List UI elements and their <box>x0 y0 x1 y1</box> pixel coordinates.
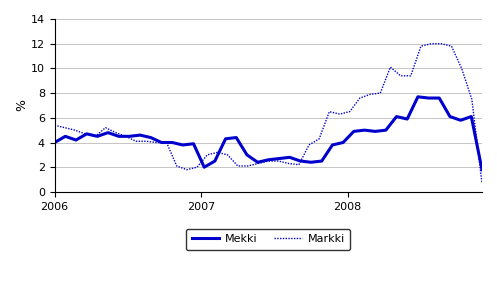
Mekki <box>52 141 58 144</box>
Mekki <box>308 160 314 164</box>
Mekki <box>436 96 442 100</box>
Markki <box>448 44 454 48</box>
Mekki <box>340 141 346 144</box>
Mekki <box>330 143 335 147</box>
Markki <box>316 137 322 141</box>
Mekki <box>212 159 218 163</box>
Markki <box>204 153 210 157</box>
Mekki <box>361 128 367 132</box>
Markki <box>286 162 292 165</box>
Markki <box>164 141 169 144</box>
Markki <box>133 140 139 143</box>
Mekki <box>415 95 421 98</box>
Markki <box>388 65 394 69</box>
Markki <box>306 143 312 147</box>
Markki <box>174 164 180 168</box>
Line: Markki: Markki <box>55 44 482 183</box>
Mekki <box>265 158 271 162</box>
Mekki <box>94 134 100 138</box>
Markki <box>367 93 373 96</box>
Markki <box>255 162 261 165</box>
Markki <box>327 110 332 113</box>
Mekki <box>148 136 154 139</box>
Mekki <box>351 130 357 133</box>
Mekki <box>233 136 239 139</box>
Markki <box>398 74 404 77</box>
Mekki <box>116 134 122 138</box>
Markki <box>275 159 281 163</box>
Markki <box>184 168 190 171</box>
Markki <box>143 140 149 143</box>
Markki <box>357 96 363 100</box>
Markki <box>123 134 129 138</box>
Markki <box>245 164 251 168</box>
Markki <box>154 141 160 144</box>
Markki <box>347 110 353 113</box>
Mekki <box>201 166 207 169</box>
Markki <box>296 163 302 166</box>
Mekki <box>383 128 389 132</box>
Markki <box>92 134 98 138</box>
Mekki <box>169 141 175 144</box>
Markki <box>428 42 434 46</box>
Mekki <box>276 157 282 160</box>
Markki <box>62 126 68 129</box>
Mekki <box>159 141 165 144</box>
Markki <box>82 132 88 136</box>
Mekki <box>297 159 303 163</box>
Mekki <box>372 130 378 133</box>
Mekki <box>468 115 474 118</box>
Markki <box>438 42 444 46</box>
Mekki <box>73 138 79 142</box>
Mekki <box>137 133 143 137</box>
Mekki <box>447 115 453 118</box>
Markki <box>194 166 200 169</box>
Markki <box>336 112 342 116</box>
Markki <box>225 153 231 157</box>
Markki <box>265 159 271 163</box>
Mekki <box>394 115 400 118</box>
Markki <box>52 124 58 127</box>
Markki <box>459 67 465 70</box>
Mekki <box>105 131 111 134</box>
Mekki <box>479 168 485 171</box>
Markki <box>408 74 414 77</box>
Mekki <box>319 159 325 163</box>
Mekki <box>287 156 293 159</box>
Markki <box>377 91 383 95</box>
Mekki <box>190 142 196 145</box>
Legend: Mekki, Markki: Mekki, Markki <box>186 229 350 250</box>
Mekki <box>425 96 431 100</box>
Line: Mekki: Mekki <box>55 97 482 170</box>
Markki <box>469 98 475 101</box>
Mekki <box>254 160 260 164</box>
Markki <box>72 128 78 132</box>
Markki <box>214 151 220 154</box>
Mekki <box>404 117 410 121</box>
Mekki <box>458 119 464 122</box>
Mekki <box>244 153 250 157</box>
Mekki <box>62 134 68 138</box>
Mekki <box>83 132 89 136</box>
Mekki <box>223 137 229 141</box>
Markki <box>418 44 424 48</box>
Markki <box>102 126 108 129</box>
Mekki <box>180 143 186 147</box>
Markki <box>235 164 241 168</box>
Markki <box>479 181 485 185</box>
Markki <box>113 131 119 134</box>
Y-axis label: %: % <box>15 99 28 111</box>
Mekki <box>126 134 132 138</box>
